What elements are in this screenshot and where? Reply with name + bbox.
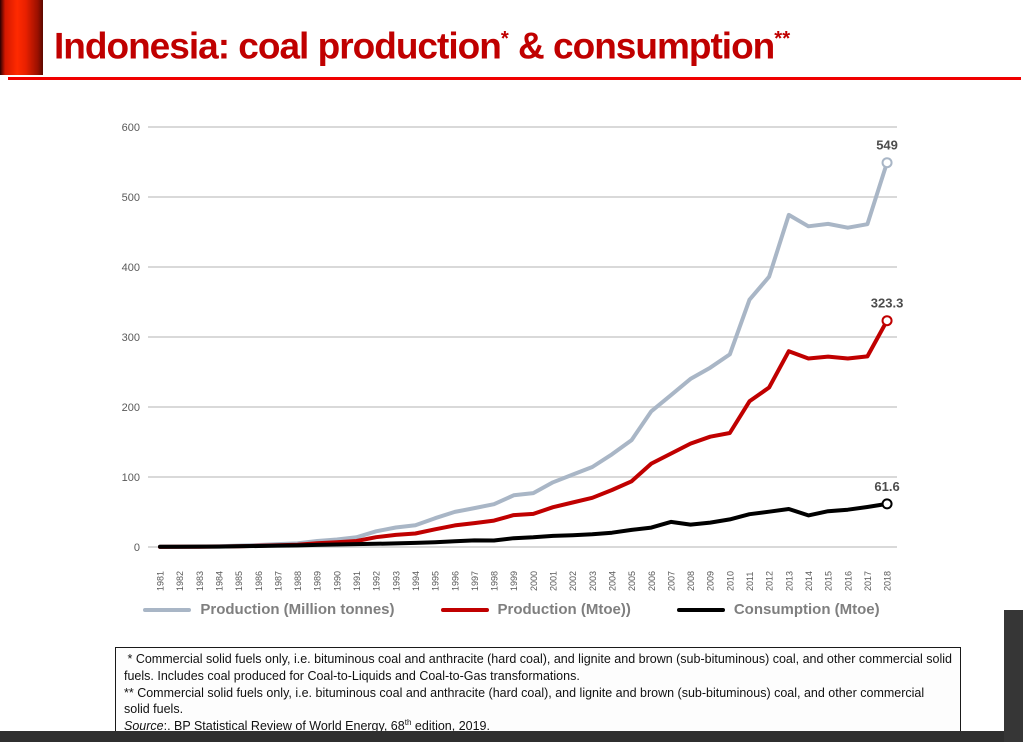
title-text-1: Indonesia: coal production xyxy=(54,25,502,67)
x-axis-label: 2012 xyxy=(765,571,775,591)
source-line: Source:. BP Statistical Review of World … xyxy=(124,718,952,735)
x-axis-label: 2007 xyxy=(666,571,676,591)
x-axis-label: 1994 xyxy=(411,571,421,591)
source-ordinal: th xyxy=(404,718,412,727)
x-axis-label: 2013 xyxy=(784,571,794,591)
x-axis-label: 1989 xyxy=(313,571,323,591)
data-label: 323.3 xyxy=(871,296,904,311)
title-footnote-marker-1: * xyxy=(500,28,509,50)
y-axis-label: 100 xyxy=(122,472,140,484)
footnote-box: * Commercial solid fuels only, i.e. bitu… xyxy=(115,647,961,740)
legend-swatch xyxy=(440,607,489,612)
x-axis-label: 1996 xyxy=(450,571,460,591)
legend-item-0: Production (Million tonnes) xyxy=(143,601,395,618)
legend-label: Production (Million tonnes) xyxy=(200,601,395,618)
title-text-2: & consumption xyxy=(508,25,775,67)
title-footnote-marker-2: ** xyxy=(774,28,791,50)
x-axis-label: 1982 xyxy=(175,571,185,591)
end-marker xyxy=(881,157,893,169)
footnote-2: ** Commercial solid fuels only, i.e. bit… xyxy=(124,685,928,717)
x-axis-label: 2009 xyxy=(706,571,716,591)
footnote-1: * Commercial solid fuels only, i.e. bitu… xyxy=(124,652,956,683)
line-chart: 0 100 200 300 400 500 600 1981 1982 1983 1984 1985 1… xyxy=(122,122,904,591)
end-marker xyxy=(881,498,893,510)
x-axis-label: 1984 xyxy=(214,571,224,591)
chart-legend: Production (Million tonnes) Production (M… xyxy=(0,601,1023,618)
x-axis-label: 2000 xyxy=(529,571,539,591)
legend-label: Consumption (Mtoe) xyxy=(733,601,880,618)
legend-label: Production (Mtoe)) xyxy=(497,601,631,618)
x-axis-label: 2003 xyxy=(588,571,598,591)
x-axis-label: 1997 xyxy=(470,571,480,591)
x-axis-label: 2005 xyxy=(627,571,637,591)
x-axis-label: 2015 xyxy=(824,571,834,591)
screen-edge-right xyxy=(1004,610,1023,742)
series-line xyxy=(158,318,889,549)
x-axis-label: 1987 xyxy=(273,571,283,591)
x-axis-label: 1985 xyxy=(234,571,244,591)
legend-item-1: Production (Mtoe)) xyxy=(440,601,631,618)
x-axis-label: 2018 xyxy=(883,571,893,591)
legend-swatch xyxy=(676,607,725,612)
end-marker xyxy=(881,315,893,327)
x-axis-label: 1990 xyxy=(332,571,342,591)
y-axis-label: 200 xyxy=(122,402,140,414)
x-axis-label: 2011 xyxy=(745,572,755,591)
red-accent-bar xyxy=(0,0,43,75)
x-axis-label: 1991 xyxy=(352,571,362,591)
x-axis-label: 2006 xyxy=(647,571,657,591)
x-axis-label: 2008 xyxy=(686,571,696,591)
x-axis-label: 1992 xyxy=(372,571,382,591)
y-axis-label: 300 xyxy=(122,332,140,344)
page-title: Indonesia: coal production* & consumptio… xyxy=(54,14,790,71)
x-axis-label: 2001 xyxy=(549,571,559,591)
source-mid: :. BP Statistical Review of World Energy… xyxy=(163,719,405,734)
x-axis-label: 1999 xyxy=(509,571,519,591)
x-axis-label: 2016 xyxy=(843,571,853,591)
legend-swatch xyxy=(143,607,192,612)
source-word: Source xyxy=(124,719,164,734)
y-axis-label: 500 xyxy=(122,192,140,204)
x-axis-label: 2002 xyxy=(568,571,578,591)
title-underline xyxy=(8,77,1021,80)
series-line xyxy=(158,160,889,549)
x-axis-label: 1983 xyxy=(195,571,205,591)
y-axis-label: 600 xyxy=(122,122,140,134)
x-axis-label: 1995 xyxy=(431,571,441,591)
x-axis-label: 2010 xyxy=(725,571,735,591)
source-end: edition, 2019. xyxy=(411,719,490,734)
x-axis-label: 1998 xyxy=(490,571,500,591)
x-axis-label: 2004 xyxy=(607,571,617,591)
legend-item-2: Consumption (Mtoe) xyxy=(676,601,880,618)
y-axis-label: 400 xyxy=(122,262,140,274)
series-line xyxy=(158,501,889,549)
data-label: 61.6 xyxy=(874,479,899,494)
y-axis-label: 0 xyxy=(134,542,140,554)
x-axis-label: 1986 xyxy=(254,571,264,591)
x-axis-label: 1988 xyxy=(293,571,303,591)
x-axis-label: 1981 xyxy=(156,571,166,591)
screen-edge-bottom xyxy=(0,731,1023,742)
x-axis-label: 2017 xyxy=(863,571,873,591)
x-axis-label: 1993 xyxy=(391,571,401,591)
x-axis-label: 2014 xyxy=(804,571,814,591)
data-label: 549 xyxy=(876,138,898,153)
